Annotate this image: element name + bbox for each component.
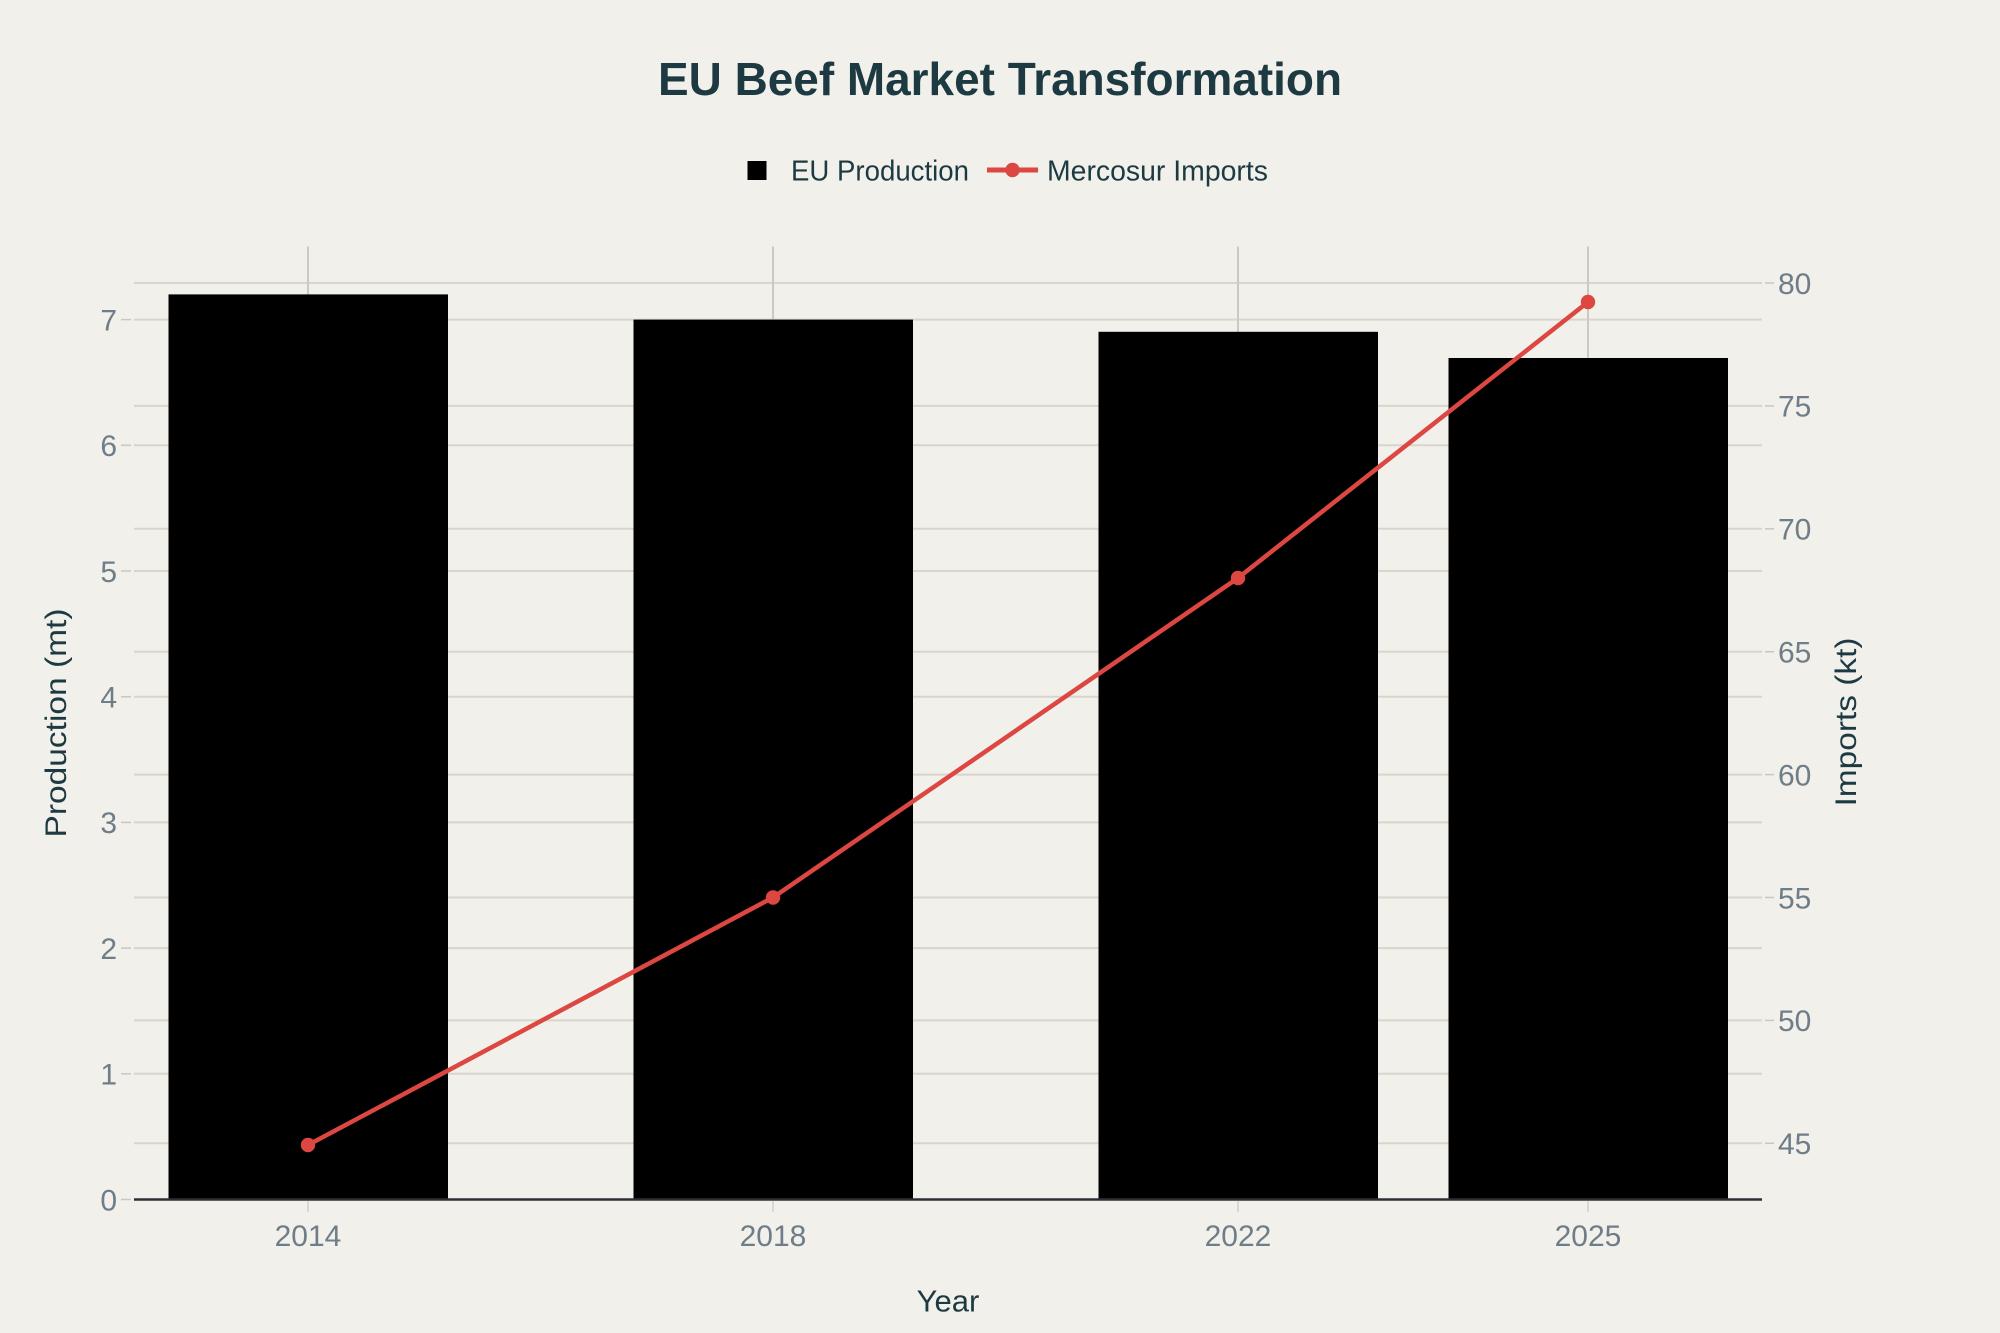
svg-text:2: 2 [100,933,117,966]
svg-text:45: 45 [1778,1128,1811,1161]
svg-text:Imports (kt): Imports (kt) [1830,638,1863,807]
svg-text:EU Production: EU Production [791,156,969,188]
svg-text:70: 70 [1778,514,1811,547]
svg-text:3: 3 [100,807,117,840]
svg-text:Year: Year [917,1284,980,1319]
svg-text:2018: 2018 [740,1220,807,1253]
svg-text:7: 7 [100,304,117,337]
svg-text:6: 6 [100,430,117,463]
svg-text:50: 50 [1778,1005,1811,1038]
svg-text:75: 75 [1778,391,1811,424]
svg-text:2014: 2014 [275,1220,342,1253]
svg-text:2022: 2022 [1205,1220,1272,1253]
svg-text:4: 4 [100,682,117,715]
svg-text:Production (mt): Production (mt) [40,609,73,838]
svg-text:1: 1 [100,1059,117,1092]
svg-text:0: 0 [100,1184,117,1217]
svg-text:80: 80 [1778,268,1811,301]
svg-text:EU Beef Market Transformation: EU Beef Market Transformation [658,53,1342,105]
svg-text:55: 55 [1778,882,1811,915]
svg-text:2025: 2025 [1555,1220,1622,1253]
svg-text:5: 5 [100,556,117,589]
svg-text:Mercosur Imports: Mercosur Imports [1047,156,1268,188]
svg-text:65: 65 [1778,637,1811,670]
svg-text:60: 60 [1778,759,1811,792]
